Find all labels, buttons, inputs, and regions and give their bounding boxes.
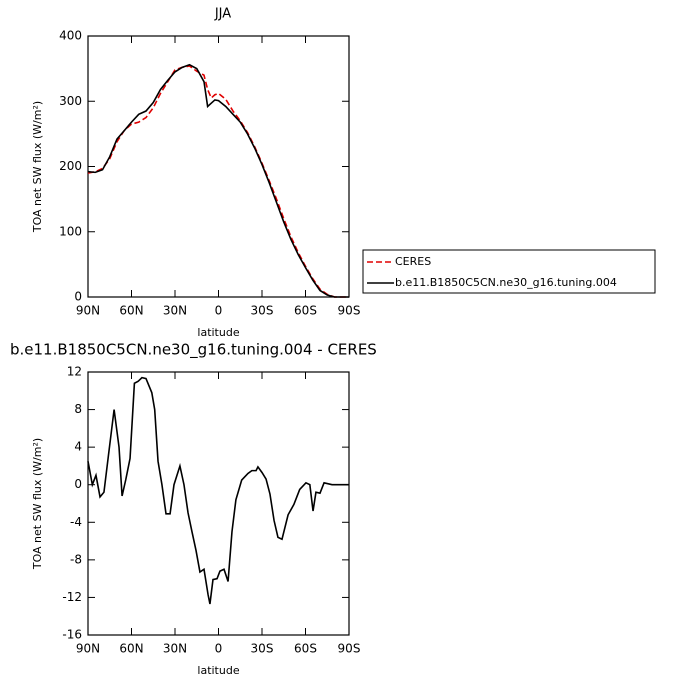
y-axis-label: TOA net SW flux (W/m²)	[31, 101, 44, 233]
data-line	[87, 376, 349, 605]
x-tick-label: 30N	[163, 642, 187, 656]
y-tick-label: -8	[70, 552, 82, 566]
x-tick-label: 90N	[76, 642, 100, 656]
x-tick-label: 30S	[251, 642, 274, 656]
x-tick-label: 60N	[119, 642, 143, 656]
chart-title: JJA	[214, 7, 231, 22]
x-tick-label: 60S	[294, 642, 317, 656]
y-tick-label: 100	[59, 224, 82, 238]
y-tick-label: 400	[59, 29, 82, 43]
x-tick-label: 60N	[119, 304, 143, 318]
y-tick-label: 300	[59, 94, 82, 108]
x-tick-label: 90S	[338, 304, 361, 318]
x-tick-label: 90N	[76, 304, 100, 318]
x-tick-label: 60S	[294, 304, 317, 318]
y-tick-label: -4	[70, 515, 82, 529]
y-tick-label: 8	[74, 402, 82, 416]
x-tick-label: 30S	[251, 304, 274, 318]
plot-frame	[87, 35, 350, 298]
x-axis-label: latitude	[197, 326, 239, 339]
x-tick-label: 0	[215, 642, 223, 656]
x-tick-label: 0	[215, 304, 223, 318]
legend-label: CERES	[395, 255, 431, 268]
x-tick-label: 90S	[338, 642, 361, 656]
y-tick-label: 0	[74, 477, 82, 491]
y-tick-label: 4	[74, 440, 82, 454]
x-axis-label: latitude	[197, 664, 239, 677]
chart-title: b.e11.B1850C5CN.ne30_g16.tuning.004 - CE…	[10, 341, 377, 360]
y-tick-label: 12	[67, 365, 82, 379]
y-axis-label: TOA net SW flux (W/m²)	[31, 438, 44, 570]
legend-label: b.e11.B1850C5CN.ne30_g16.tuning.004	[395, 276, 617, 289]
data-line	[87, 63, 349, 298]
legend-box	[362, 249, 656, 294]
y-tick-label: 200	[59, 159, 82, 173]
data-line	[87, 65, 349, 298]
plot-frame	[87, 371, 350, 636]
y-tick-label: 0	[74, 290, 82, 304]
x-tick-label: 30N	[163, 304, 187, 318]
y-tick-label: -16	[62, 628, 82, 642]
y-tick-label: -12	[62, 590, 82, 604]
